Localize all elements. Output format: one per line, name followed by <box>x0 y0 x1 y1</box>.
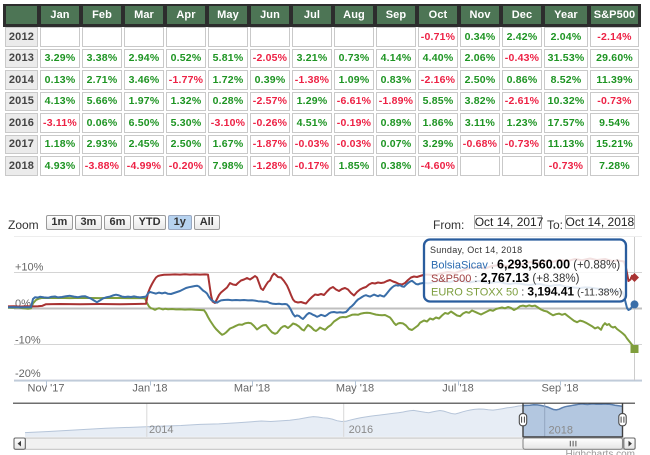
svg-text:Mar '18: Mar '18 <box>234 383 270 395</box>
svg-text:Sunday, Oct 14, 2018: Sunday, Oct 14, 2018 <box>430 245 522 255</box>
svg-text:+10%: +10% <box>15 261 44 273</box>
svg-text:Highcharts.com: Highcharts.com <box>566 449 635 455</box>
svg-text:-20%: -20% <box>15 368 41 380</box>
svg-text:Nov '17: Nov '17 <box>28 383 65 395</box>
svg-text:BolsiaSicav : 6,293,560.00 (+0: BolsiaSicav : 6,293,560.00 (+0.88%) <box>431 257 620 271</box>
svg-text:Jul '18: Jul '18 <box>442 383 473 395</box>
svg-text:2014: 2014 <box>149 424 173 436</box>
svg-text:2018: 2018 <box>549 425 573 437</box>
svg-text:EURO STOXX 50 : 3,194.41 (-11.: EURO STOXX 50 : 3,194.41 (-11.38%) <box>431 284 622 298</box>
svg-text:May '18: May '18 <box>336 383 374 395</box>
svg-text:Sep '18: Sep '18 <box>542 383 579 395</box>
svg-text:S&P500 : 2,767.13 (+8.38%): S&P500 : 2,767.13 (+8.38%) <box>431 271 580 285</box>
svg-text:Jan '18: Jan '18 <box>132 383 167 395</box>
svg-text:-10%: -10% <box>15 334 41 346</box>
svg-text:2016: 2016 <box>349 424 373 436</box>
